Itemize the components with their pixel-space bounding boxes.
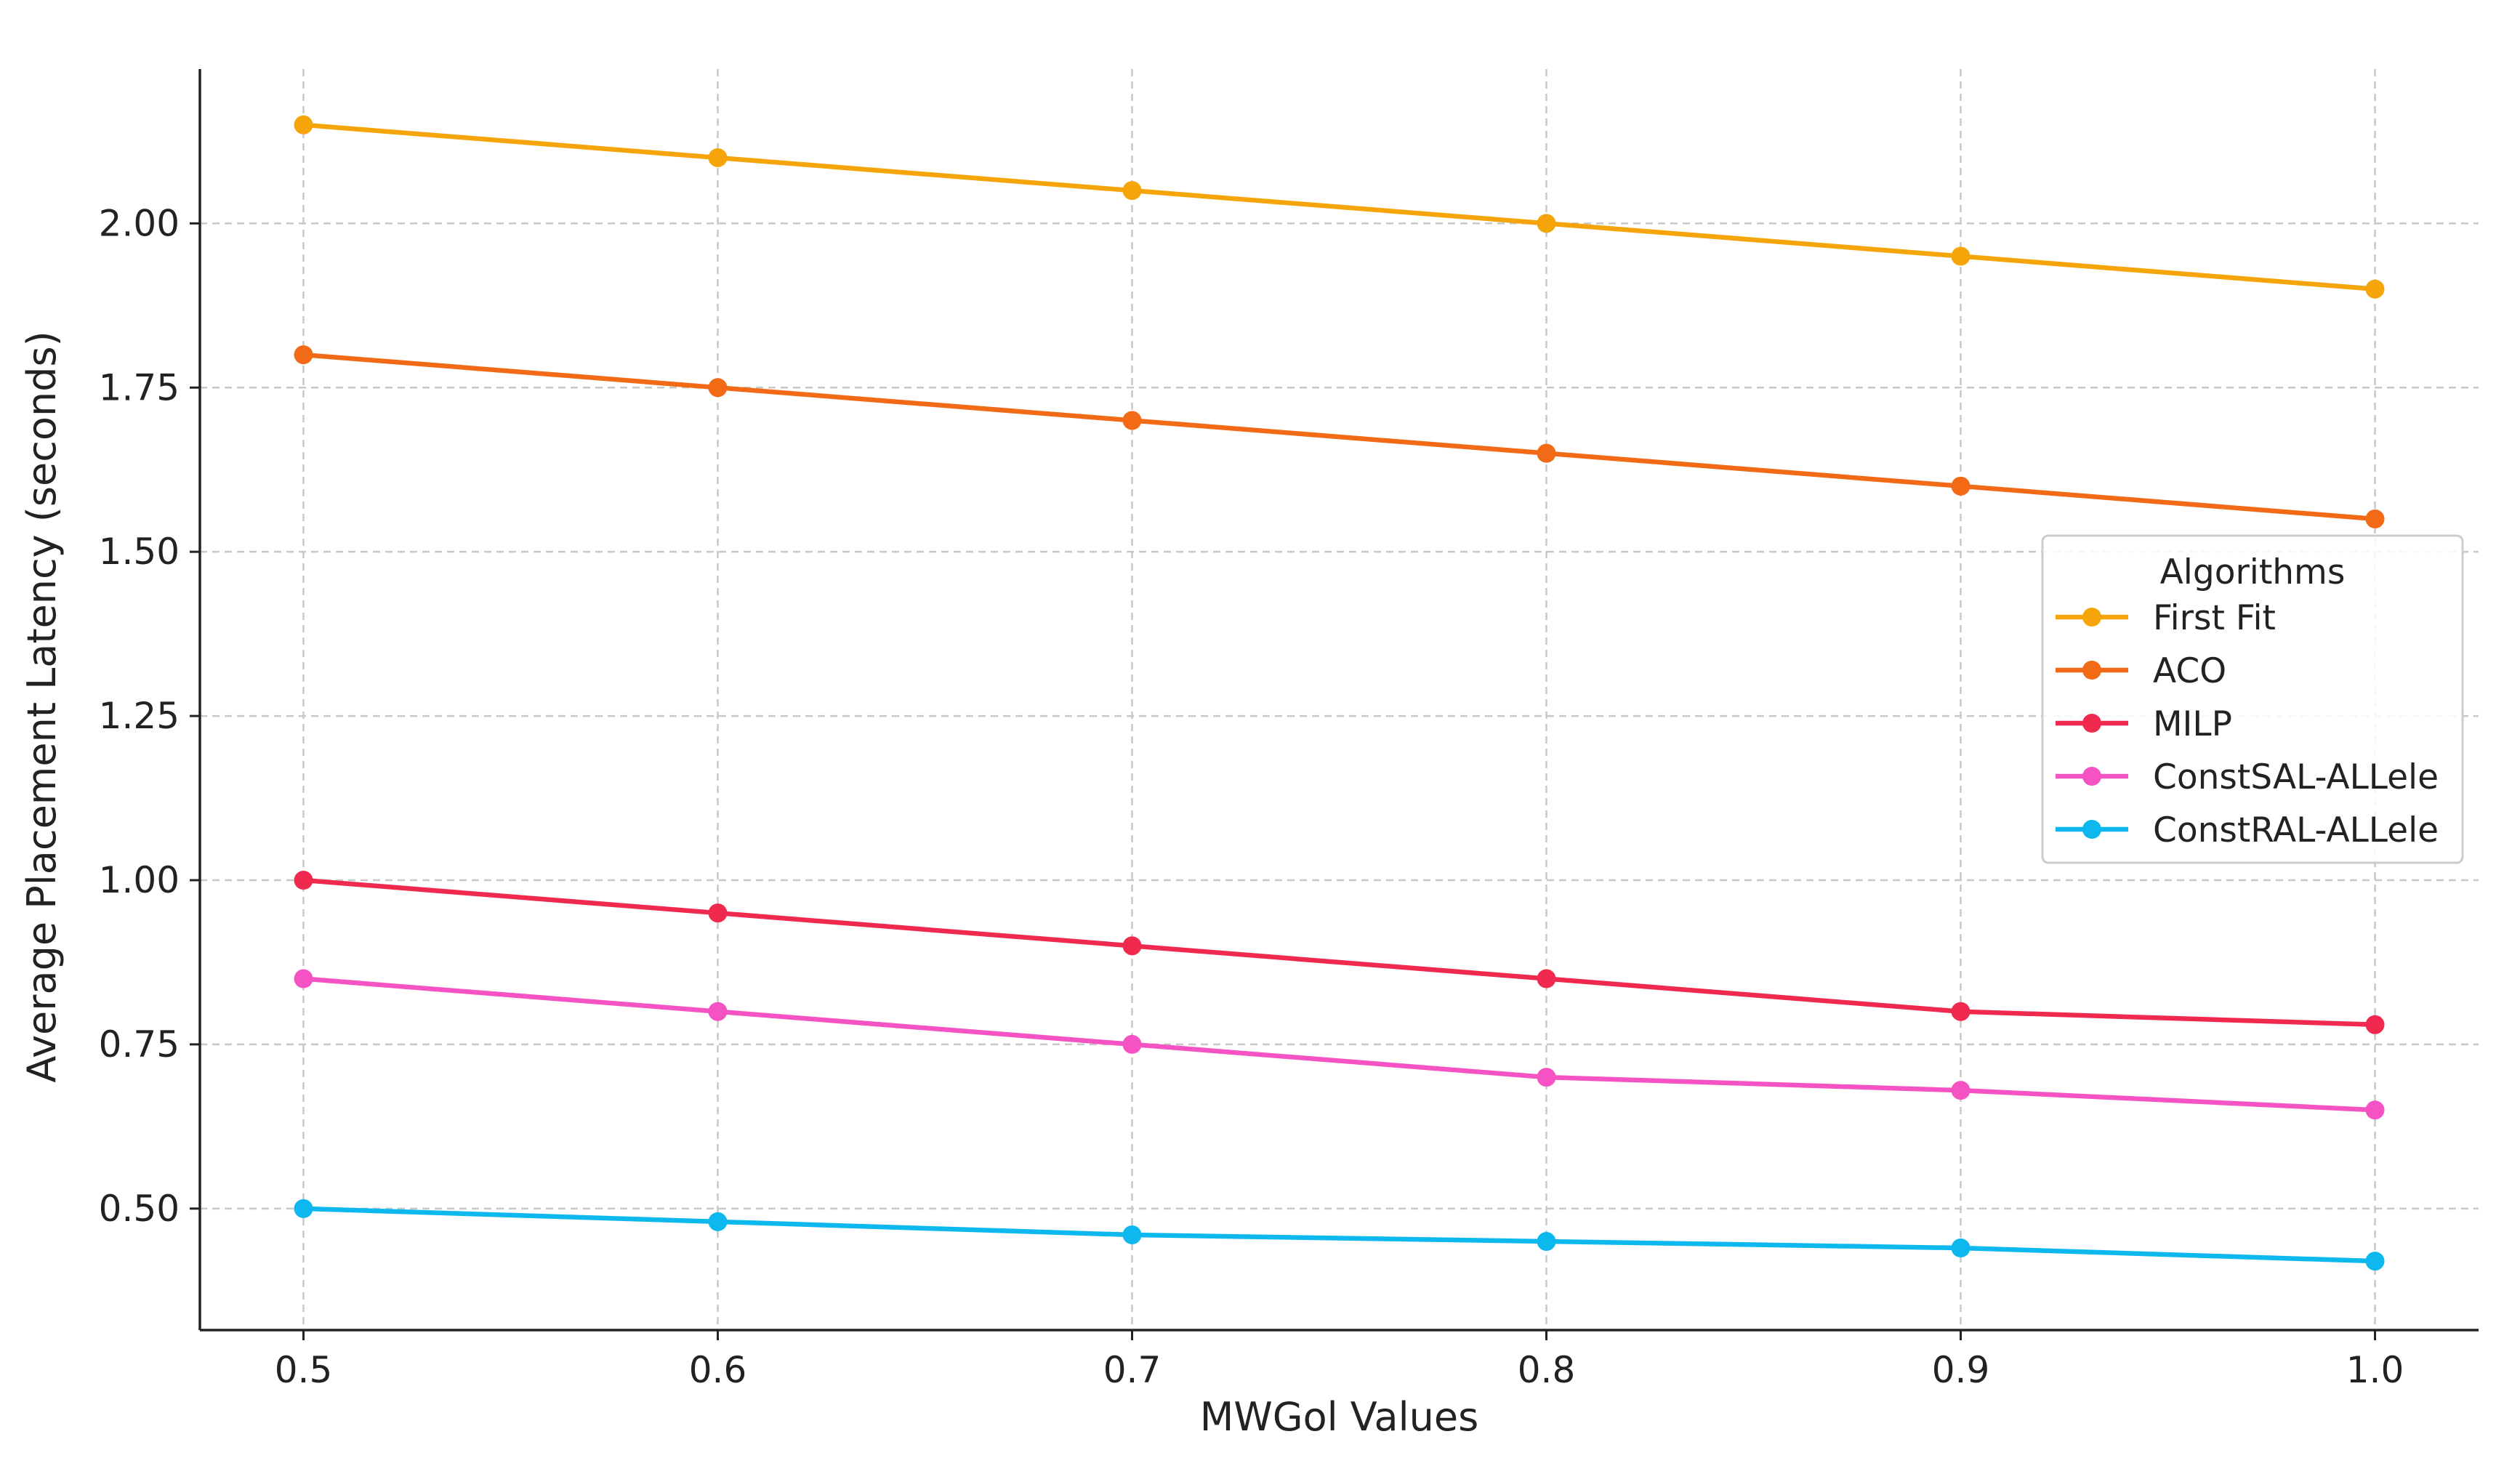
data-point bbox=[1537, 443, 1556, 463]
legend-title: Algorithms bbox=[2160, 552, 2346, 592]
series-layer bbox=[294, 115, 2385, 1271]
legend-item: ConstRAL-ALLele bbox=[2056, 810, 2439, 850]
data-point bbox=[2365, 1015, 2385, 1034]
y-tick-label: 1.25 bbox=[99, 695, 180, 737]
data-point bbox=[708, 378, 728, 398]
data-point bbox=[294, 1199, 313, 1218]
x-tick-label: 0.7 bbox=[1103, 1349, 1162, 1391]
legend-label: ACO bbox=[2153, 651, 2226, 691]
x-tick-label: 0.8 bbox=[1518, 1349, 1576, 1391]
data-point bbox=[708, 1002, 728, 1021]
y-tick-label: 1.75 bbox=[99, 366, 180, 408]
legend-item: ACO bbox=[2056, 651, 2226, 691]
data-point bbox=[1537, 969, 1556, 988]
axes-layer: 0.5 0.6 0.7 0.8 0.9 1.0 0.50 0.75 1.00 1.25 1.50 1.… bbox=[99, 69, 2479, 1391]
legend-items: First Fit ACO MILP ConstSAL-ALLele ConstRAL-… bbox=[2056, 598, 2439, 850]
y-tick-label: 0.50 bbox=[99, 1188, 180, 1230]
data-point bbox=[708, 148, 728, 167]
data-point bbox=[708, 1212, 728, 1231]
data-point bbox=[1122, 936, 1142, 956]
series-line bbox=[301, 1206, 2378, 1264]
legend-swatch-marker bbox=[2082, 714, 2101, 733]
data-point bbox=[1951, 1081, 1970, 1100]
y-tick-label: 1.50 bbox=[99, 531, 180, 573]
data-point bbox=[1951, 1002, 1970, 1021]
data-point bbox=[1951, 246, 1970, 266]
x-tick-label: 1.0 bbox=[2346, 1349, 2404, 1391]
legend-item: ConstSAL-ALLele bbox=[2056, 757, 2439, 797]
y-tick-label: 0.75 bbox=[99, 1023, 180, 1066]
series-line bbox=[301, 122, 2378, 291]
legend-label: MILP bbox=[2153, 704, 2232, 744]
series-aco bbox=[294, 345, 2385, 528]
data-point bbox=[294, 115, 313, 134]
data-point bbox=[708, 903, 728, 923]
legend-swatch-marker bbox=[2082, 661, 2101, 680]
data-point bbox=[1122, 411, 1142, 430]
legend-item: MILP bbox=[2056, 704, 2232, 744]
y-axis-label: Average Placement Latency (seconds) bbox=[19, 331, 65, 1082]
legend: Algorithms First Fit ACO MILP ConstSAL-ALLe… bbox=[2041, 534, 2464, 864]
data-point bbox=[2365, 509, 2385, 528]
y-tick-label: 1.00 bbox=[99, 859, 180, 901]
series-line bbox=[301, 877, 2378, 1028]
data-point bbox=[2365, 1252, 2385, 1271]
x-tick-label: 0.5 bbox=[275, 1349, 333, 1391]
x-axis-label: MWGol Values bbox=[1200, 1394, 1478, 1440]
data-point bbox=[294, 969, 313, 988]
legend-label: First Fit bbox=[2153, 598, 2276, 638]
series-constral-allele bbox=[294, 1199, 2385, 1271]
legend-swatch-marker bbox=[2082, 767, 2101, 786]
legend-swatch-marker bbox=[2082, 820, 2101, 839]
legend-label: ConstRAL-ALLele bbox=[2153, 810, 2439, 850]
series-line bbox=[301, 976, 2378, 1113]
x-tick-label: 0.6 bbox=[689, 1349, 747, 1391]
data-point bbox=[2365, 1100, 2385, 1120]
series-constsal-allele bbox=[294, 969, 2385, 1120]
legend-box bbox=[2041, 534, 2464, 864]
y-tick-label: 2.00 bbox=[99, 202, 180, 244]
data-point bbox=[1951, 1239, 1970, 1258]
data-point bbox=[1122, 1034, 1142, 1054]
data-point bbox=[294, 345, 313, 365]
legend-item: First Fit bbox=[2056, 598, 2276, 638]
data-point bbox=[294, 871, 313, 890]
data-point bbox=[1122, 1225, 1142, 1244]
series-milp bbox=[294, 871, 2385, 1034]
x-tick-label: 0.9 bbox=[1932, 1349, 1990, 1391]
data-point bbox=[2365, 279, 2385, 299]
legend-swatch-marker bbox=[2082, 608, 2101, 627]
series-line bbox=[301, 352, 2378, 522]
data-point bbox=[1537, 1232, 1556, 1252]
data-point bbox=[1537, 1068, 1556, 1087]
series-first-fit bbox=[294, 115, 2385, 299]
data-point bbox=[1122, 181, 1142, 201]
data-point bbox=[1537, 214, 1556, 233]
legend-label: ConstSAL-ALLele bbox=[2153, 757, 2439, 797]
data-point bbox=[1951, 476, 1970, 496]
